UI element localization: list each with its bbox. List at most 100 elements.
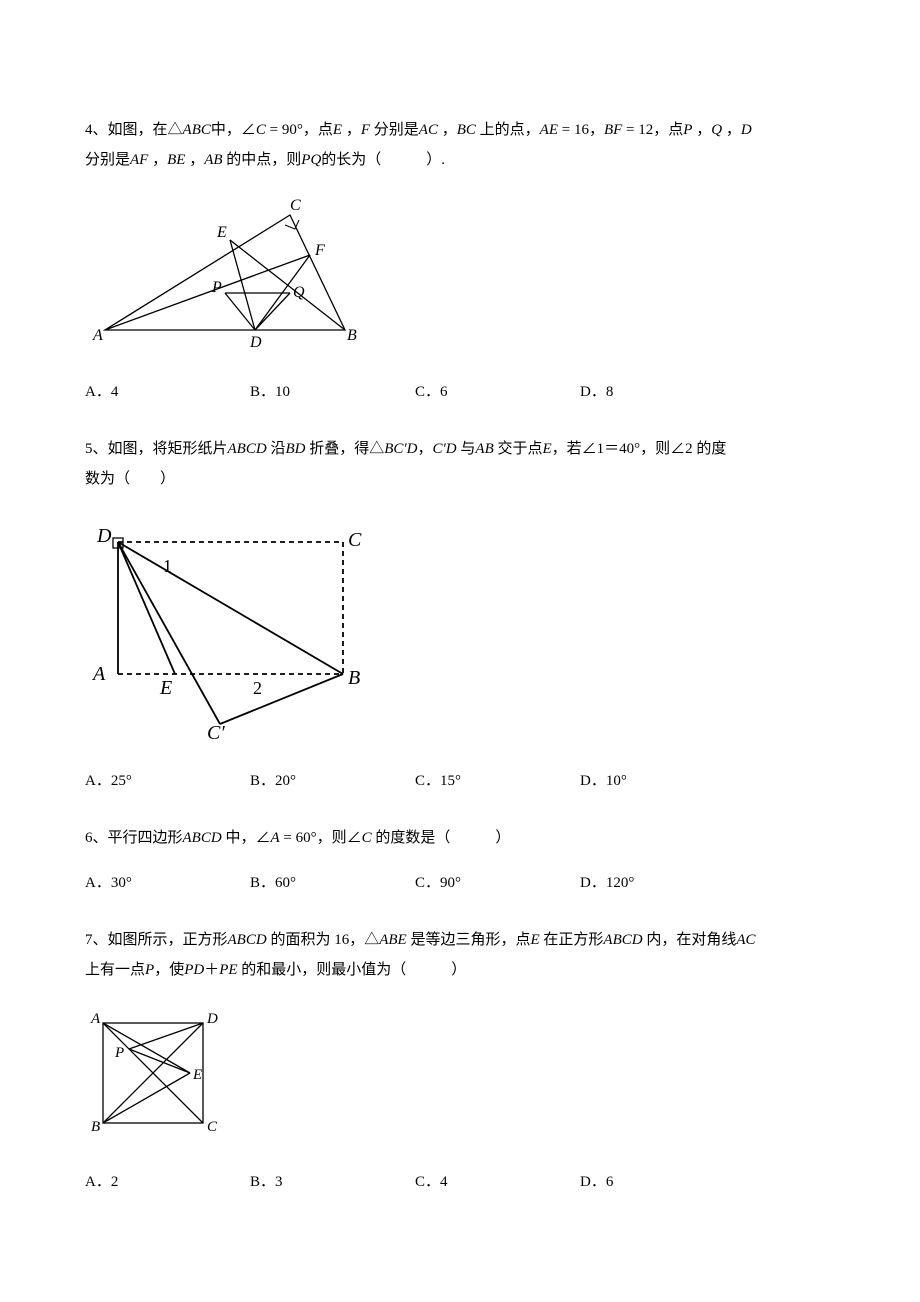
q7-lbl-a: A (90, 1011, 101, 1027)
q7-t2: 的面积为 16，△ (267, 932, 380, 948)
q4-ab: AB (204, 152, 222, 168)
q4-opt-a: A．4 (85, 380, 250, 404)
q7-abcd2: ABCD (603, 932, 642, 948)
q4-t8: ， (589, 122, 604, 138)
q5-lbl-c: C (348, 529, 362, 551)
q4-q: Q (711, 122, 722, 138)
q5-t2: 沿 (267, 441, 286, 457)
q4-opt-c: C．6 (415, 380, 580, 404)
q7-lbl-e: E (192, 1067, 202, 1083)
q4-ac: AC (419, 122, 438, 138)
q5-bcpd: BC′D (384, 441, 417, 457)
q4-bf: BF (604, 122, 622, 138)
q5-ab: AB (475, 441, 493, 457)
q7-t3: 是等边三角形，点 (407, 932, 531, 948)
q6-opt-d: D．120° (580, 871, 745, 895)
q4-text: 4、如图，在△ABC中，∠C = 90°，点E ，F 分别是AC ，BC 上的点… (85, 115, 835, 175)
q4-f: F (361, 122, 370, 138)
q7-t4: 在正方形 (540, 932, 604, 948)
q7-opt-c: C．4 (415, 1170, 580, 1194)
q5-opt-b: B．20° (250, 769, 415, 793)
q4-t16: 的长为（ ）. (321, 152, 445, 168)
q4-t13: ， (148, 152, 167, 168)
q5-lbl-d: D (96, 525, 112, 547)
q7-pd: PD (184, 962, 204, 978)
q5-lbl-cp: C′ (207, 722, 225, 744)
q4-af: AF (130, 152, 148, 168)
q4-eq16: = 16 (558, 122, 589, 138)
q4-t7: 上的点， (476, 122, 540, 138)
q5-lbl-e: E (159, 677, 172, 699)
q6-options: A．30° B．60° C．90° D．120° (85, 871, 835, 895)
q6-ang2: ∠ (347, 830, 362, 846)
q4-t6: ， (438, 122, 457, 138)
q6-abcd: ABCD (183, 830, 222, 846)
q7-plus: ＋ (204, 962, 219, 978)
q5-lbl-2: 2 (253, 678, 262, 698)
q7-t6: 上有一点 (85, 962, 145, 978)
q4-t2: 中， (211, 122, 241, 138)
q5-opt-a: A．25° (85, 769, 250, 793)
q7-opt-d: D．6 (580, 1170, 745, 1194)
q4-abc: ABC (183, 122, 211, 138)
q7-lbl-p: P (114, 1045, 124, 1061)
q7-t5: 内，在对角线 (643, 932, 737, 948)
q7-lbl-d: D (206, 1011, 218, 1027)
q7-t7: ，使 (154, 962, 184, 978)
q4-t3: ，点 (303, 122, 333, 138)
q6-text: 6、平行四边形ABCD 中，∠A = 60°，则∠C 的度数是（ ） (85, 823, 835, 853)
q4-t1: 4、如图，在 (85, 122, 168, 138)
q5-lbl-1: 1 (163, 556, 172, 576)
q4-t14: ， (185, 152, 204, 168)
q4-lbl-a: A (92, 327, 103, 344)
q6-eq60: = 60° (280, 830, 317, 846)
q5-t1: 5、如图，将矩形纸片 (85, 441, 228, 457)
q5-t8: 数为（ ） (85, 471, 175, 487)
q4-lbl-b: B (347, 327, 357, 344)
q6-opt-b: B．60° (250, 871, 415, 895)
q4-opt-b: B．10 (250, 380, 415, 404)
q7-opt-b: B．3 (250, 1170, 415, 1194)
q4-t11: ， (722, 122, 741, 138)
q6-t3: ，则 (317, 830, 347, 846)
q4-t5: 分别是 (370, 122, 419, 138)
q4-c: C (256, 122, 266, 138)
q4-t12: 分别是 (85, 152, 130, 168)
q6-t1: 6、平行四边形 (85, 830, 183, 846)
q7-e: E (530, 932, 539, 948)
q4-lbl-c: C (290, 197, 301, 214)
q4-lbl-p: P (211, 279, 222, 296)
q7-abe: ABE (379, 932, 407, 948)
q4-lbl-q: Q (293, 284, 305, 301)
q5-options: A．25° B．20° C．15° D．10° (85, 769, 835, 793)
q6-t2: 中， (222, 830, 256, 846)
q7-opt-a: A．2 (85, 1170, 250, 1194)
q7-lbl-b: B (91, 1119, 100, 1135)
q7-text: 7、如图所示，正方形ABCD 的面积为 16，△ABE 是等边三角形，点E 在正… (85, 925, 835, 985)
q4-diagram: A B C D E F P Q (85, 195, 835, 355)
q4-t15: 的中点，则 (223, 152, 302, 168)
q5-cpd: C′D (433, 441, 457, 457)
q4-e: E (333, 122, 342, 138)
q4-lbl-f: F (314, 242, 325, 259)
q4-lbl-d: D (249, 334, 262, 351)
q4-lbl-e: E (216, 224, 227, 241)
q5-t6: 交于点 (494, 441, 543, 457)
q7-t1: 7、如图所示，正方形 (85, 932, 228, 948)
q5-opt-c: C．15° (415, 769, 580, 793)
q5-t5: 与 (457, 441, 476, 457)
q5-diagram: A B C D E C′ 1 2 (85, 514, 835, 744)
q5-opt-d: D．10° (580, 769, 745, 793)
q4-ang: ∠ (241, 122, 256, 138)
q7-abcd: ABCD (228, 932, 267, 948)
q7-lbl-c: C (207, 1119, 218, 1135)
q5-t3: 折叠，得△ (305, 441, 384, 457)
q4-t10: ， (692, 122, 711, 138)
q5-lbl-b: B (348, 667, 360, 689)
q6-opt-c: C．90° (415, 871, 580, 895)
q6-opt-a: A．30° (85, 871, 250, 895)
q5-abcd: ABCD (228, 441, 267, 457)
q7-t8: 的和最小，则最小值为（ ） (238, 962, 467, 978)
q5-text: 5、如图，将矩形纸片ABCD 沿BD 折叠，得△BC′D，C′D 与AB 交于点… (85, 434, 835, 494)
q4-d: D (741, 122, 752, 138)
